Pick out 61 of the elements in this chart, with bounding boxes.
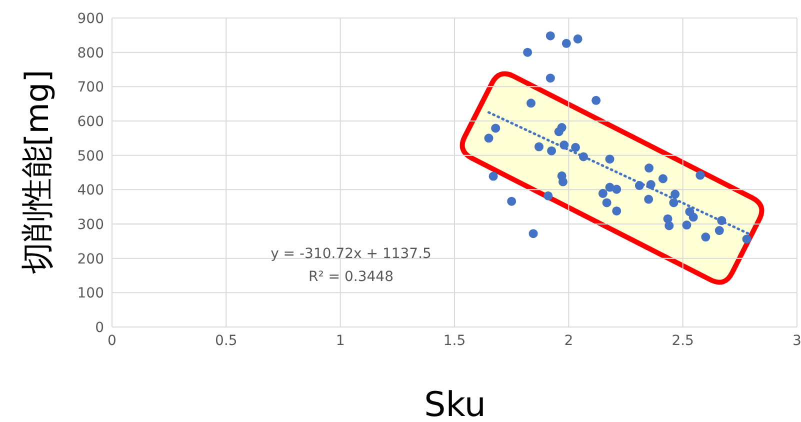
y-tick-label: 500 [77, 148, 104, 164]
point [546, 31, 555, 40]
point [644, 164, 654, 173]
x-axis-title: Sku [424, 385, 486, 422]
point [612, 184, 622, 194]
y-tick-label: 600 [77, 114, 104, 130]
x-tick-label: 2 [564, 332, 574, 349]
point [602, 198, 612, 208]
y-tick-label: 700 [77, 80, 104, 96]
x-tick-label: 0 [108, 332, 116, 349]
annotation: R² = 0.3448 [308, 269, 394, 285]
point [547, 146, 556, 156]
point [544, 191, 553, 200]
point [560, 140, 569, 150]
point [605, 154, 614, 164]
point [562, 38, 571, 48]
point [523, 48, 532, 57]
y-tick-label: 0 [95, 320, 104, 336]
point [526, 98, 536, 108]
point [612, 206, 622, 216]
x-tick-label: 1 [336, 332, 345, 349]
point [491, 124, 500, 133]
point [670, 190, 680, 199]
y-tick-label: 200 [77, 251, 104, 268]
point [669, 198, 678, 208]
y-tick-label: 900 [77, 10, 104, 27]
point [701, 232, 710, 242]
point [658, 174, 668, 184]
y-tick-label: 800 [77, 45, 104, 62]
x-tick-label: 3 [792, 332, 801, 349]
y-tick-label: 300 [77, 216, 104, 233]
point [592, 96, 601, 105]
point [488, 172, 498, 181]
point [742, 234, 752, 244]
point [546, 74, 555, 83]
point [682, 220, 692, 230]
point [664, 221, 674, 230]
point [534, 142, 544, 152]
point [634, 181, 644, 190]
point [714, 226, 724, 236]
x-tick-label: 0.5 [215, 332, 238, 349]
y-tick-label: 100 [77, 286, 104, 302]
point [571, 142, 580, 152]
point [507, 196, 516, 206]
point [644, 194, 654, 204]
point [558, 177, 568, 186]
y-axis-title: 切削性能[mg] [17, 70, 57, 274]
point [573, 34, 582, 44]
point [696, 170, 705, 180]
x-tick-label: 1.5 [443, 332, 466, 349]
point [484, 134, 494, 143]
annotation: y = -310.72x + 1137.5 [270, 246, 432, 262]
point [528, 229, 538, 238]
point [688, 212, 698, 222]
y-tick-label: 400 [77, 182, 104, 199]
point [598, 188, 608, 198]
point [578, 152, 588, 162]
point [646, 180, 656, 190]
point [557, 123, 566, 132]
x-tick-label: 2.5 [672, 332, 694, 349]
point [717, 216, 726, 226]
